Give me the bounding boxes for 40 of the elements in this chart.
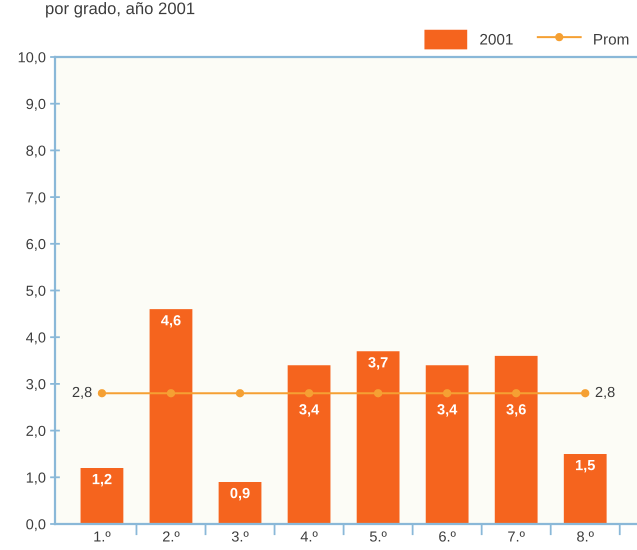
y-tick-label: 3,0 (26, 379, 46, 392)
chart-title: por grado, año 2001 (46, 2, 194, 18)
y-tick-label: 6,0 (26, 238, 46, 251)
bar (494, 356, 538, 524)
x-tick-label: 1.º (94, 531, 111, 542)
data-label: 3,4 (299, 404, 320, 417)
legend-label: Prom (594, 34, 628, 45)
data-label: 3,4 (437, 404, 458, 417)
data-label: 1,2 (92, 474, 112, 486)
y-tick-label: 0,0 (26, 519, 46, 532)
x-tick-label: 6.º (439, 531, 456, 542)
x-tick-label: 2.º (162, 531, 180, 542)
data-label: 3,7 (368, 357, 388, 370)
bar (288, 365, 330, 524)
y-tick-label: 9,0 (26, 98, 46, 111)
y-tick-label: 2,0 (26, 426, 46, 438)
y-tick-label: 8,0 (26, 146, 46, 158)
y-tick-label: 7,0 (26, 192, 46, 204)
data-label: 4,6 (161, 315, 181, 328)
x-tick-label: 5.º (370, 531, 387, 542)
data-label: 0,9 (230, 488, 250, 500)
bar (426, 365, 469, 524)
data-label: 3,6 (506, 404, 526, 417)
y-tick-label: 4,0 (26, 332, 46, 344)
bar (80, 468, 124, 524)
y-tick-label: 1,0 (26, 472, 46, 484)
x-tick-label: 8.º (577, 531, 594, 542)
data-label: 1,5 (576, 460, 595, 472)
y-tick-label: 5,0 (26, 286, 46, 298)
legend-label: 2001 (480, 34, 513, 45)
x-tick-label: 4.º (300, 531, 318, 542)
bar (356, 351, 400, 524)
x-tick-label: 7.º (508, 531, 525, 542)
data-label: 2,8 (72, 386, 92, 399)
y-tick-label: 10,0 (18, 52, 46, 64)
x-tick-label: 3.º (232, 531, 249, 542)
bar (218, 482, 262, 524)
bar (564, 454, 607, 524)
bar (150, 309, 192, 524)
data-label: 2,8 (596, 386, 615, 399)
